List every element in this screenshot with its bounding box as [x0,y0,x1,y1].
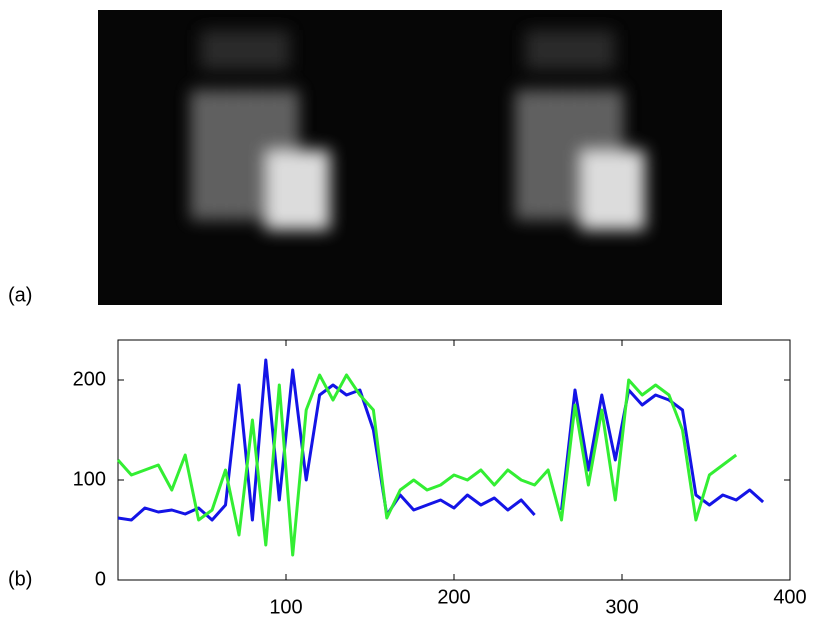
x-tick-label: 200 [437,586,470,608]
y-tick-label: 200 [73,368,106,390]
x-tick-label: 400 [773,586,806,608]
y-tick-label: 0 [95,568,106,590]
y-tick-label: 100 [73,468,106,490]
x-tick-label: 100 [269,596,302,614]
panel-label: (a) [8,284,32,306]
series-line [116,373,738,557]
x-tick-label: 300 [605,596,638,614]
image-panel [98,10,722,305]
series-line [117,358,765,522]
panel-label: (b) [8,568,32,590]
